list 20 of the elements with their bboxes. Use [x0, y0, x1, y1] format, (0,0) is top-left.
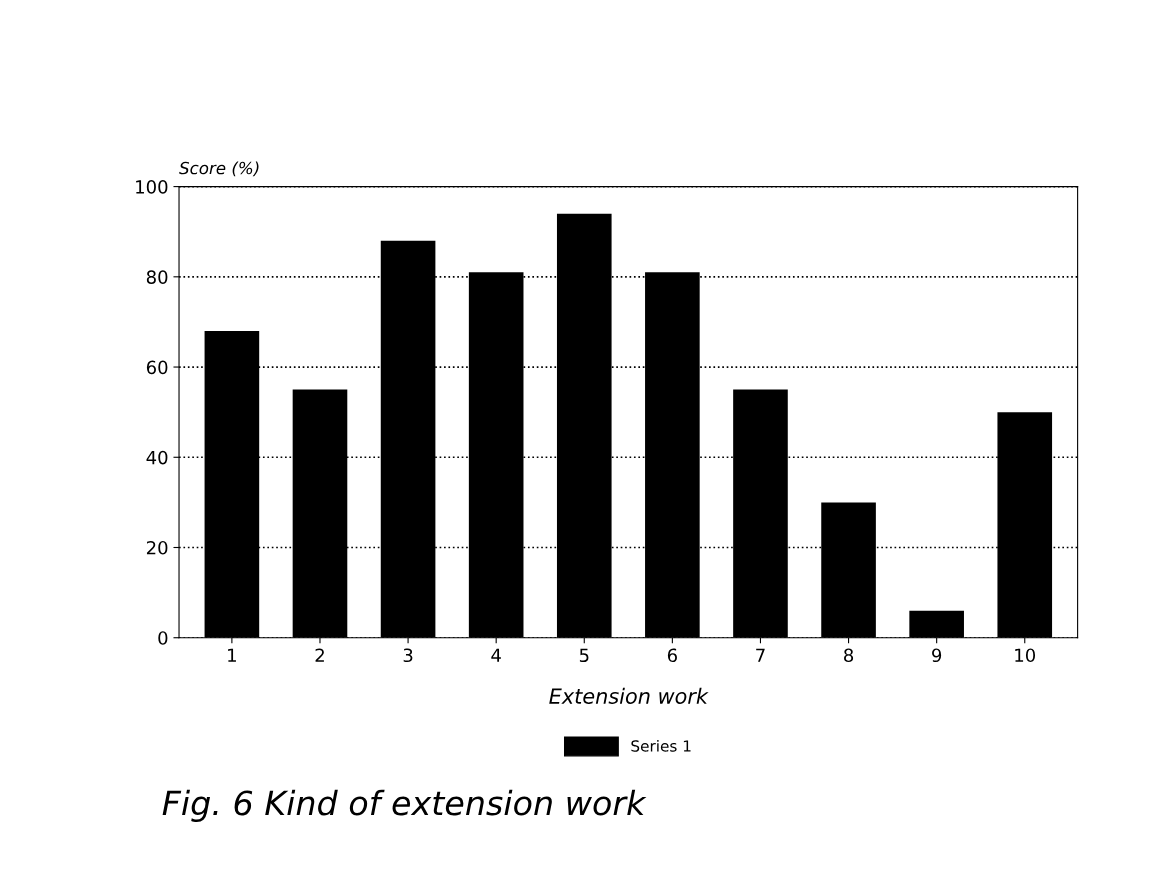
x-tick-label: 3	[403, 648, 413, 663]
x-tick-label: 9	[932, 648, 942, 663]
x-tick-label: 7	[756, 648, 765, 662]
x-tick-label: 5	[579, 648, 589, 663]
y-tick-label: 100	[136, 180, 168, 194]
x-tick-label: 10	[1015, 648, 1036, 663]
y-axis-title: Score (%)	[179, 161, 259, 177]
y-tick-label: 40	[146, 450, 168, 465]
y-tick-label: 80	[146, 270, 168, 284]
x-tick-label: 6	[667, 648, 677, 663]
y-tick-label: 0	[158, 631, 168, 645]
y-tick-label: 20	[146, 540, 168, 555]
x-tick-label: 4	[491, 648, 501, 662]
legend-label: Series 1	[631, 739, 691, 752]
y-tick-label: 60	[146, 360, 168, 375]
text: Fig. 6 Kind of extension work	[162, 789, 647, 823]
x-tick-label: 8	[844, 648, 854, 663]
x-axis-title: Extension work	[549, 687, 709, 704]
x-tick-label: 1	[228, 648, 236, 662]
x-tick-label: 2	[315, 648, 324, 662]
